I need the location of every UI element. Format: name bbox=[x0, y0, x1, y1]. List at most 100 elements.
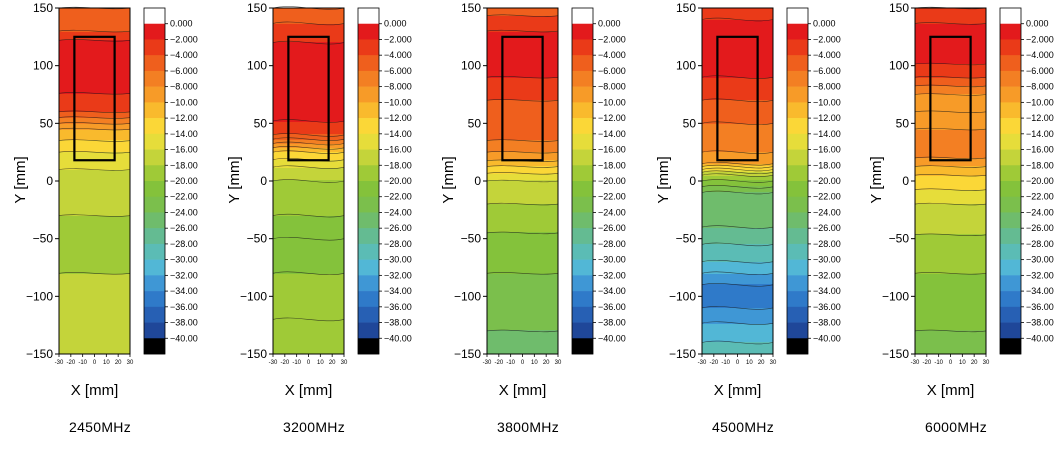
heatmap-cell bbox=[915, 340, 986, 343]
heatmap-cell bbox=[702, 108, 773, 111]
heatmap-cell bbox=[59, 326, 130, 329]
heatmap-cell bbox=[273, 184, 344, 187]
heatmap-cell bbox=[59, 322, 130, 325]
colorbar-tick-label: −6.000 bbox=[1026, 66, 1054, 76]
heatmap-cell bbox=[487, 290, 558, 293]
colorbar-swatch bbox=[358, 212, 379, 229]
colorbar-swatch bbox=[1000, 23, 1021, 40]
contour-line bbox=[701, 167, 774, 172]
heatmap-cell bbox=[915, 282, 986, 285]
heatmap-cell bbox=[59, 286, 130, 289]
colorbar-tick-label: −38.00 bbox=[1026, 318, 1054, 328]
heatmap-cell bbox=[915, 210, 986, 213]
heatmap-cell bbox=[59, 180, 130, 183]
heatmap-cell bbox=[915, 90, 986, 93]
heatmap-cell bbox=[487, 240, 558, 243]
colorbar-swatch bbox=[144, 86, 165, 103]
x-tick-label: -30 bbox=[55, 360, 64, 366]
heatmap-cell bbox=[915, 300, 986, 303]
heatmap-cell bbox=[59, 346, 130, 349]
heatmap-cell bbox=[487, 178, 558, 181]
heatmap-cell bbox=[915, 102, 986, 105]
colorbar-swatch bbox=[358, 133, 379, 150]
heatmap-cell bbox=[273, 42, 344, 45]
heatmap-cell bbox=[59, 318, 130, 321]
heatmap-cell bbox=[915, 264, 986, 267]
contour-line bbox=[914, 22, 987, 25]
heatmap-cell bbox=[273, 16, 344, 19]
heatmap-cell bbox=[59, 248, 130, 251]
heatmap-cell bbox=[59, 126, 130, 129]
colorbar-swatch bbox=[572, 23, 593, 40]
heatmap-cell bbox=[702, 170, 773, 173]
heatmap-cell bbox=[915, 256, 986, 259]
heatmap-cell bbox=[702, 278, 773, 281]
heatmap-cell bbox=[702, 202, 773, 205]
frequency-caption: 3800MHz bbox=[497, 419, 559, 435]
heatmap-cell bbox=[59, 332, 130, 335]
heatmap-cell bbox=[273, 8, 344, 11]
heatmap-cell bbox=[915, 216, 986, 219]
heatmap-cell bbox=[487, 22, 558, 25]
heatmap-cell bbox=[702, 140, 773, 143]
y-tick-label: −100 bbox=[882, 289, 909, 303]
heatmap-cell bbox=[915, 188, 986, 191]
heatmap-cell bbox=[915, 324, 986, 327]
heatmap-cell bbox=[702, 112, 773, 115]
heatmap-cell bbox=[915, 78, 986, 81]
heatmap-cell bbox=[487, 274, 558, 277]
heatmap-cell bbox=[915, 52, 986, 55]
heatmap-cell bbox=[487, 170, 558, 173]
heatmap-cell bbox=[273, 250, 344, 253]
heatmap-cell bbox=[702, 262, 773, 265]
heatmap-cell bbox=[487, 116, 558, 119]
colorbar-tick-label: −28.00 bbox=[170, 239, 198, 249]
heatmap-cell bbox=[915, 250, 986, 253]
heatmap-cell bbox=[273, 350, 344, 353]
y-tick-label: 50 bbox=[683, 116, 697, 130]
heatmap-cell bbox=[487, 52, 558, 55]
y-axis-label: Y [mm] bbox=[12, 156, 29, 203]
heatmap-cell bbox=[487, 168, 558, 171]
heatmap-cell bbox=[487, 198, 558, 201]
heatmap-cell bbox=[487, 182, 558, 185]
heatmap-cell bbox=[702, 290, 773, 293]
heatmap-cell bbox=[59, 294, 130, 297]
colorbar-tick-label: −30.00 bbox=[1026, 255, 1054, 265]
contour-line bbox=[272, 141, 345, 146]
heatmap-cell bbox=[702, 328, 773, 331]
heatmap-cell bbox=[487, 344, 558, 347]
heatmap-cell bbox=[702, 184, 773, 187]
heatmap-cell bbox=[702, 150, 773, 153]
heatmap-cell bbox=[59, 134, 130, 137]
heatmap-cell bbox=[702, 296, 773, 299]
heatmap-cell bbox=[273, 162, 344, 165]
heatmap-cell bbox=[702, 314, 773, 317]
heatmap-cell bbox=[273, 172, 344, 175]
contour-line bbox=[701, 164, 774, 169]
contour-line bbox=[914, 272, 987, 275]
colorbar-swatch bbox=[144, 228, 165, 245]
colorbar-swatch bbox=[144, 102, 165, 119]
heatmap-cell bbox=[273, 274, 344, 277]
contour-line bbox=[701, 185, 774, 189]
heatmap-cell bbox=[487, 140, 558, 143]
colorbar-swatch bbox=[572, 196, 593, 213]
colorbar-tick-label: −6.000 bbox=[813, 66, 841, 76]
heatmap-cell bbox=[915, 170, 986, 173]
colorbar-tick-label: −20.00 bbox=[1026, 176, 1054, 186]
heatmap-cell bbox=[59, 46, 130, 49]
heatmap-panel-1: 150 100 50 0 −50 −100 −150-30 -20 -10 0 10 20 30 X [m… bbox=[12, 1, 198, 435]
heatmap-cell bbox=[915, 94, 986, 97]
heatmap-cell bbox=[915, 166, 986, 169]
heatmap-cell bbox=[487, 188, 558, 191]
heatmap-cell bbox=[59, 132, 130, 135]
heatmap-cell bbox=[915, 238, 986, 241]
colorbar-swatch bbox=[1000, 86, 1021, 103]
heatmap-cell bbox=[273, 220, 344, 223]
contour-line bbox=[58, 122, 131, 125]
contour-line bbox=[701, 179, 774, 183]
heatmap-cell bbox=[915, 326, 986, 329]
heatmap-cell bbox=[487, 232, 558, 235]
colorbar-tick-label: −16.00 bbox=[384, 145, 412, 155]
